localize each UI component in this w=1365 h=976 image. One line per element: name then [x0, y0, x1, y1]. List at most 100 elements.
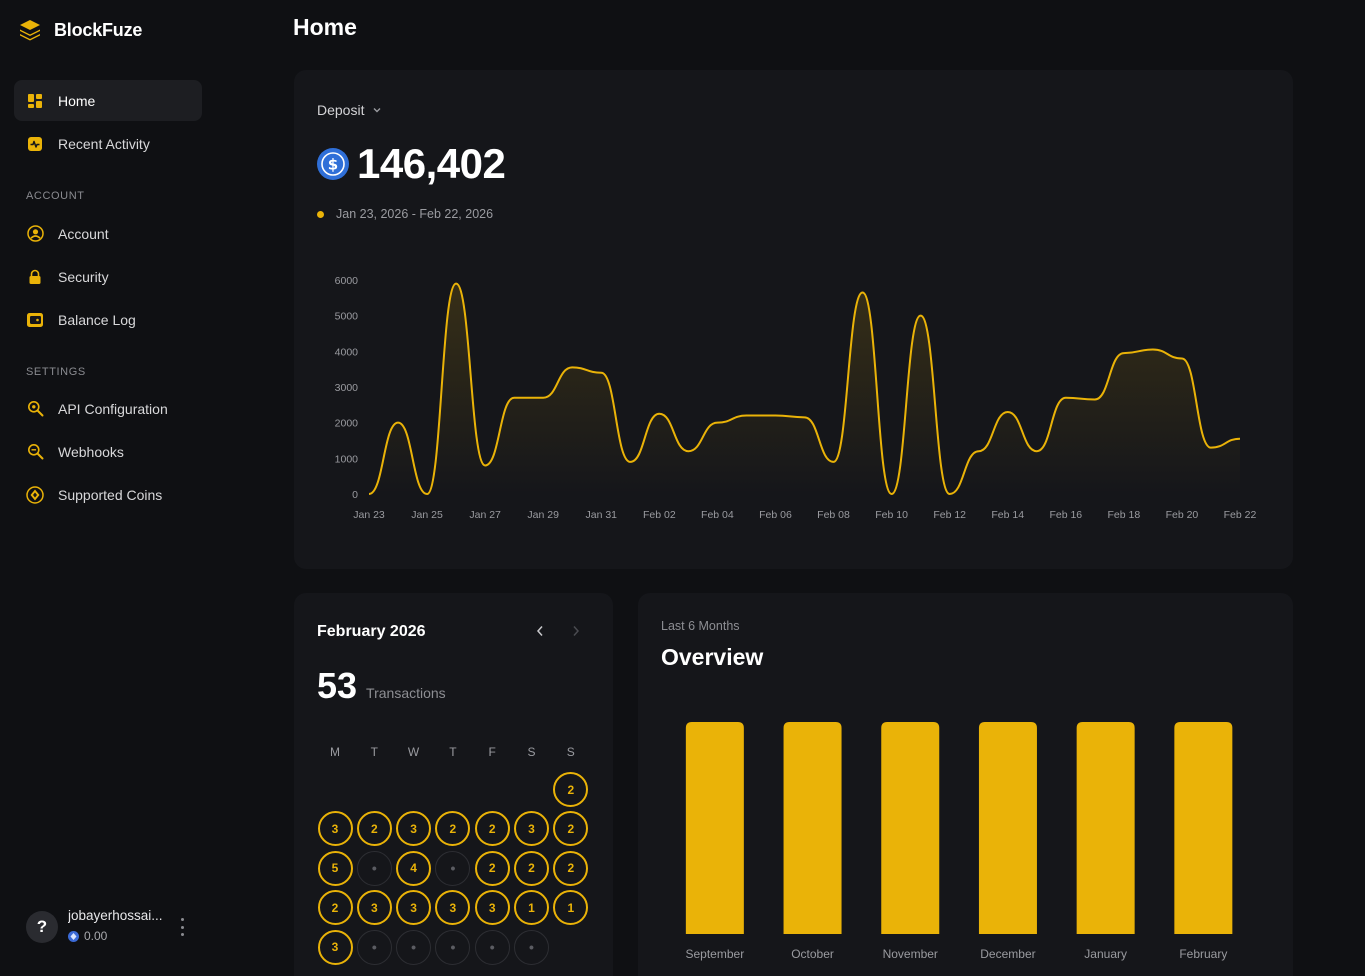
- calendar-day[interactable]: 4: [396, 850, 432, 886]
- sidebar-item-webhooks[interactable]: Webhooks: [14, 431, 202, 472]
- data-point[interactable]: [653, 408, 665, 420]
- bar-september[interactable]: [685, 722, 744, 934]
- calendar-day[interactable]: 3: [435, 890, 471, 926]
- wallet-icon: [26, 311, 44, 329]
- data-point[interactable]: [886, 488, 898, 500]
- x-tick-label: Jan 31: [586, 509, 618, 521]
- calendar-day[interactable]: 1: [514, 890, 549, 926]
- data-point[interactable]: [1002, 406, 1014, 418]
- calendar-day[interactable]: 3: [317, 811, 353, 847]
- data-point[interactable]: [769, 410, 781, 422]
- deposit-dropdown[interactable]: Deposit: [317, 102, 382, 118]
- calendar-day[interactable]: 2: [474, 850, 510, 886]
- user-balance: 0.00: [68, 929, 107, 943]
- data-point[interactable]: [537, 392, 549, 404]
- calendar-day[interactable]: 3: [474, 890, 510, 926]
- sidebar-item-supported-coins[interactable]: Supported Coins: [14, 474, 202, 515]
- calendar-day[interactable]: 2: [317, 890, 353, 926]
- bar-february[interactable]: [1174, 722, 1233, 934]
- x-tick-label: January: [1084, 947, 1127, 961]
- calendar-month-title: February 2026: [317, 623, 426, 640]
- sidebar-item-label: Recent Activity: [58, 135, 150, 152]
- bar-january[interactable]: [1076, 722, 1135, 934]
- data-point[interactable]: [1147, 344, 1159, 356]
- more-options-icon[interactable]: [176, 918, 188, 936]
- sidebar-item-recent-activity[interactable]: Recent Activity: [14, 123, 202, 164]
- data-point[interactable]: [944, 488, 956, 500]
- date-range: Jan 23, 2026 - Feb 22, 2026: [317, 207, 493, 221]
- data-point[interactable]: [1031, 445, 1043, 457]
- calendar-day-empty[interactable]: •: [514, 929, 549, 965]
- calendar-day-empty[interactable]: •: [356, 929, 392, 965]
- bar-november[interactable]: [881, 722, 940, 934]
- user-profile[interactable]: ? jobayerhossai... 0.00: [26, 908, 196, 948]
- data-point[interactable]: [711, 417, 723, 429]
- data-point[interactable]: [1176, 352, 1188, 364]
- weekday-label: S: [527, 745, 536, 759]
- calendar-day[interactable]: 2: [514, 850, 549, 886]
- data-point[interactable]: [1118, 347, 1130, 359]
- data-point[interactable]: [1089, 393, 1101, 405]
- calendar-day[interactable]: 3: [514, 811, 549, 847]
- data-point[interactable]: [1234, 433, 1246, 445]
- calendar-day[interactable]: 3: [396, 811, 432, 847]
- sidebar-item-api-configuration[interactable]: API Configuration: [14, 388, 202, 429]
- data-point[interactable]: [828, 456, 840, 468]
- page-title: Home: [293, 14, 357, 40]
- data-point[interactable]: [682, 445, 694, 457]
- data-point[interactable]: [363, 488, 375, 500]
- calendar-next-button[interactable]: [569, 623, 583, 639]
- calendar-day[interactable]: 3: [317, 929, 353, 965]
- deposit-dropdown-label: Deposit: [317, 102, 365, 118]
- data-point[interactable]: [566, 361, 578, 373]
- transaction-count-label: Transactions: [366, 685, 446, 701]
- data-point[interactable]: [857, 286, 869, 298]
- calendar-day[interactable]: 5: [317, 850, 353, 886]
- x-tick-label: Feb 06: [759, 509, 792, 521]
- calendar-day[interactable]: 2: [553, 850, 589, 886]
- calendar-day[interactable]: 3: [356, 890, 392, 926]
- bar-december[interactable]: [978, 722, 1037, 934]
- data-point[interactable]: [479, 459, 491, 471]
- transaction-count-value: 53: [317, 665, 358, 706]
- bar-october[interactable]: [783, 722, 842, 934]
- webhook-icon: [26, 443, 44, 461]
- calendar-day-empty[interactable]: •: [435, 850, 471, 886]
- svg-text:$: $: [328, 156, 338, 174]
- x-tick-label: Feb 04: [701, 509, 734, 521]
- data-point[interactable]: [1205, 442, 1217, 454]
- data-point[interactable]: [740, 410, 752, 422]
- brand[interactable]: BlockFuze: [18, 18, 142, 42]
- calendar-day-empty[interactable]: •: [356, 850, 392, 886]
- calendar-day[interactable]: 2: [553, 811, 589, 847]
- data-point[interactable]: [1060, 392, 1072, 404]
- data-point[interactable]: [624, 456, 636, 468]
- sidebar-item-account[interactable]: Account: [14, 213, 202, 254]
- calendar-day-empty[interactable]: •: [474, 929, 510, 965]
- data-point[interactable]: [421, 488, 433, 500]
- data-point[interactable]: [392, 417, 404, 429]
- calendar-day[interactable]: 2: [356, 811, 392, 847]
- avatar[interactable]: ?: [26, 911, 58, 943]
- data-point[interactable]: [915, 310, 927, 322]
- sidebar-item-balance-log[interactable]: Balance Log: [14, 299, 202, 340]
- data-point[interactable]: [508, 392, 520, 404]
- calendar-day[interactable]: 2: [474, 811, 510, 847]
- sidebar-item-security[interactable]: Security: [14, 256, 202, 297]
- calendar-day[interactable]: 2: [553, 772, 589, 807]
- calendar-day[interactable]: 2: [435, 811, 471, 847]
- data-point[interactable]: [799, 411, 811, 423]
- sidebar-item-home[interactable]: Home: [14, 80, 202, 121]
- data-point[interactable]: [450, 278, 462, 290]
- calendar-day-empty[interactable]: •: [435, 929, 471, 965]
- section-header-account: ACCOUNT: [26, 190, 85, 202]
- data-point[interactable]: [595, 367, 607, 379]
- calendar-day[interactable]: 3: [396, 890, 432, 926]
- data-point[interactable]: [973, 445, 985, 457]
- y-tick-label: 5000: [335, 311, 359, 323]
- calendar-day-empty[interactable]: •: [396, 929, 432, 965]
- calendar-prev-button[interactable]: [533, 623, 547, 639]
- sidebar-item-label: Home: [58, 92, 96, 109]
- deposit-amount-value: 146,402: [357, 140, 506, 187]
- calendar-day[interactable]: 1: [553, 890, 589, 926]
